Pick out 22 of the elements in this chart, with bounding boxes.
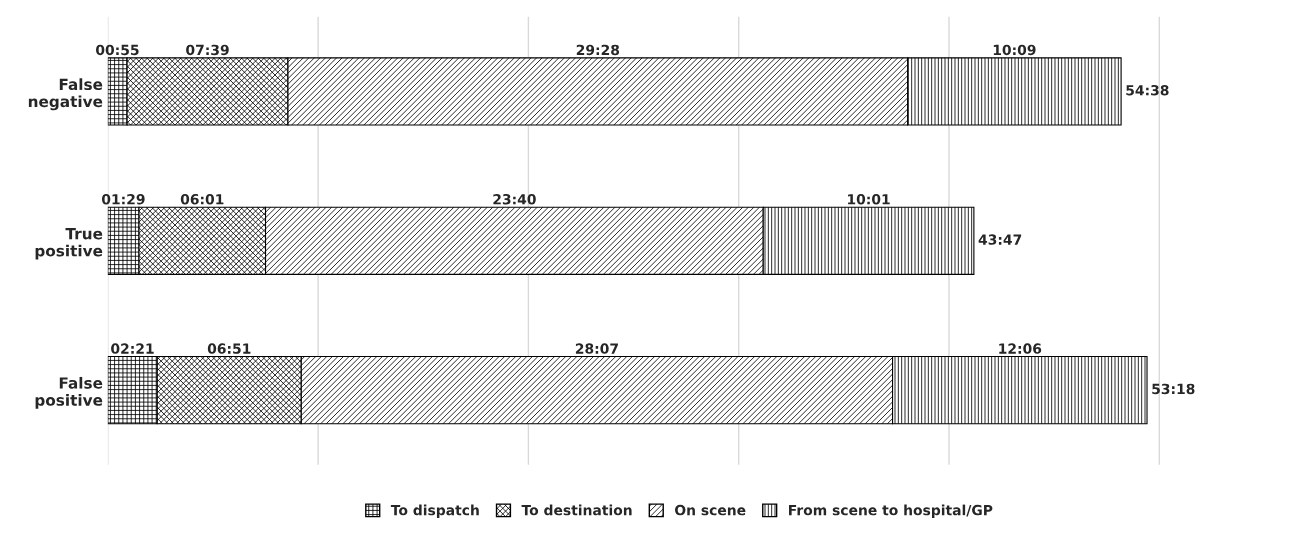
data-label: 23:40 [493,194,536,205]
legend-label: On scene [675,504,746,516]
data-label: 10:09 [993,44,1036,56]
text: 53:18 [1152,383,1195,395]
legend-label: To dispatch [390,504,479,519]
annotation: 43:47 [978,234,1022,245]
legend-label: To destination [521,504,632,516]
y-tick-label: True positive [35,228,103,260]
data-label: 00:55 [96,44,139,56]
y-tick-label: False positive [35,376,103,409]
data-label: 12:06 [999,343,1042,354]
data-label: 02:21 [111,343,154,354]
data-label: 07:39 [186,44,229,56]
data-label: 28:07 [575,343,618,354]
data-label: 29:28 [576,44,620,56]
data-label: 01:29 [101,194,145,205]
y-tick-label: False negative [28,78,103,111]
annotation: 54:38 [1126,84,1169,96]
data-label: 10:01 [848,194,890,205]
data-label: 06:01 [180,194,224,205]
legend-label: From scene to hospital/GP [789,504,993,519]
data-label: 06:51 [207,343,251,354]
